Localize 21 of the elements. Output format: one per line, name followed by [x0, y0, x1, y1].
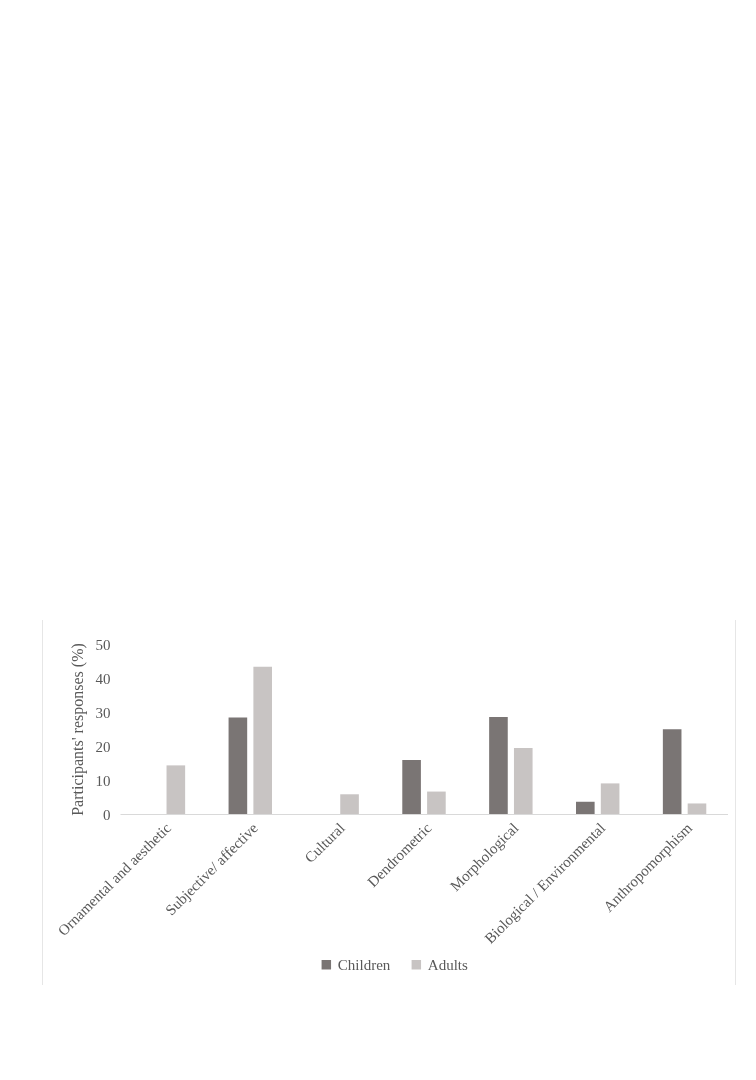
- bar: [576, 801, 595, 814]
- legend-label: Children: [337, 956, 391, 973]
- y-tick-label: 30: [95, 704, 111, 721]
- y-axis-title: Participants' responses (%): [68, 643, 87, 816]
- legend-label: Adults: [427, 956, 468, 973]
- bar: [489, 717, 508, 814]
- bar: [662, 729, 682, 814]
- y-tick-label: 0: [103, 806, 111, 823]
- bar: [340, 794, 359, 814]
- bar: [166, 765, 186, 814]
- bar: [253, 666, 272, 814]
- y-tick-label: 50: [95, 636, 111, 653]
- bar: [600, 783, 620, 814]
- bar: [427, 791, 446, 814]
- bar: [687, 803, 707, 814]
- y-tick-label: 20: [95, 738, 111, 755]
- bar: [402, 759, 421, 814]
- y-tick-label: 40: [95, 670, 111, 687]
- bar: [228, 717, 248, 814]
- y-tick-label: 10: [95, 772, 111, 789]
- bar: [513, 748, 533, 814]
